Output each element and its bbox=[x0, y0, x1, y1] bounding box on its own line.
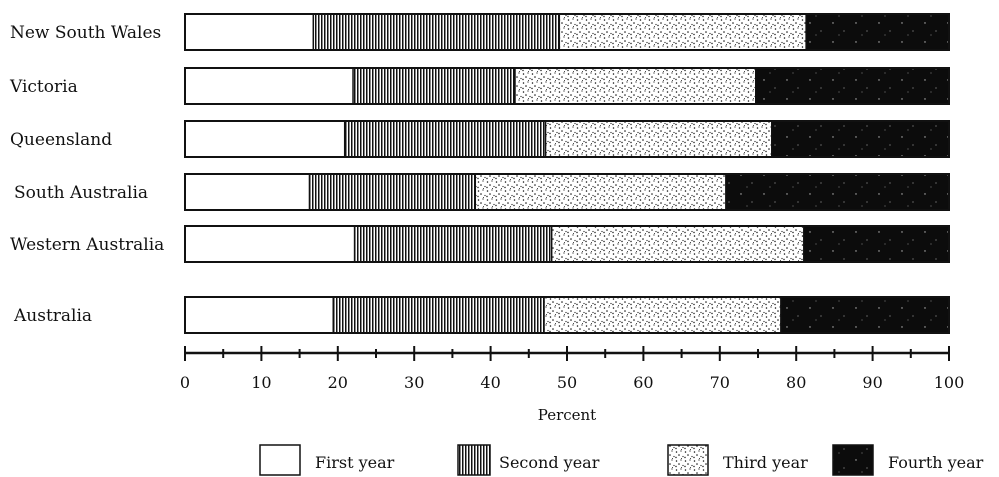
bar-segment-western-australia-first-year bbox=[184, 225, 356, 263]
category-label-australia: Australia bbox=[13, 306, 92, 326]
bar-segment-victoria-third-year bbox=[514, 67, 757, 105]
legend-label-third-year: Third year bbox=[723, 453, 808, 472]
legend-label-second-year: Second year bbox=[499, 453, 600, 472]
x-tick-label-90: 90 bbox=[862, 373, 882, 392]
category-label-new-south-wales: New South Wales bbox=[10, 23, 161, 43]
bar-segment-australia-first-year bbox=[184, 296, 334, 334]
x-tick-label-100: 100 bbox=[934, 373, 965, 392]
bar-segment-south-australia-second-year bbox=[308, 173, 477, 211]
x-axis: 0 10 20 30 40 50 60 70 80 90 100 Percent bbox=[180, 346, 964, 424]
bar-segment-victoria-fourth-year bbox=[755, 67, 950, 105]
legend: First year Second year Third year Fourth ye… bbox=[259, 444, 984, 476]
legend-swatch-third-year bbox=[667, 444, 709, 476]
bar-segment-new-south-wales-second-year bbox=[312, 13, 561, 51]
bar-outline-queensland bbox=[184, 120, 950, 158]
bar-outline-victoria bbox=[184, 67, 950, 105]
bar-segment-new-south-wales-fourth-year bbox=[805, 13, 950, 51]
bar-segment-victoria-first-year bbox=[184, 67, 354, 105]
bars-layer bbox=[184, 13, 950, 334]
x-tick-label-80: 80 bbox=[786, 373, 806, 392]
x-axis-title: Percent bbox=[538, 406, 596, 424]
category-label-western-australia: Western Australia bbox=[10, 235, 164, 255]
legend-label-fourth-year: Fourth year bbox=[888, 453, 984, 472]
bar-segment-south-australia-first-year bbox=[184, 173, 311, 211]
bar-segment-queensland-fourth-year bbox=[771, 120, 950, 158]
x-tick-label-50: 50 bbox=[557, 373, 577, 392]
legend-label-first-year: First year bbox=[315, 453, 395, 472]
x-tick-label-60: 60 bbox=[633, 373, 653, 392]
bar-outline-western-australia bbox=[184, 225, 950, 263]
x-tick-label-10: 10 bbox=[251, 373, 271, 392]
bar-segment-australia-second-year bbox=[332, 296, 545, 334]
bar-outline-new-south-wales bbox=[184, 13, 950, 51]
bar-segment-victoria-second-year bbox=[352, 67, 516, 105]
x-tick-label-0: 0 bbox=[180, 373, 190, 392]
bar-segment-south-australia-third-year bbox=[474, 173, 727, 211]
category-label-queensland: Queensland bbox=[10, 130, 112, 150]
bar-segment-western-australia-fourth-year bbox=[803, 225, 950, 263]
bar-segment-queensland-second-year bbox=[343, 120, 547, 158]
category-labels: New South Wales Victoria Queensland South A… bbox=[9, 23, 164, 326]
bar-segment-queensland-third-year bbox=[544, 120, 773, 158]
x-tick-label-20: 20 bbox=[328, 373, 348, 392]
legend-swatch-fourth-year bbox=[832, 444, 874, 476]
category-label-victoria: Victoria bbox=[9, 77, 78, 97]
bar-segment-south-australia-fourth-year bbox=[725, 173, 950, 211]
bar-segment-queensland-first-year bbox=[184, 120, 346, 158]
x-tick-label-30: 30 bbox=[404, 373, 424, 392]
category-label-south-australia: South Australia bbox=[14, 183, 148, 203]
bar-segment-new-south-wales-first-year bbox=[184, 13, 315, 51]
bar-segment-australia-third-year bbox=[543, 296, 782, 334]
legend-swatch-second-year bbox=[457, 444, 491, 476]
legend-swatch-first-year bbox=[259, 444, 301, 476]
bar-outline-australia bbox=[184, 296, 950, 334]
bar-segment-western-australia-third-year bbox=[551, 225, 805, 263]
bar-segment-western-australia-second-year bbox=[353, 225, 553, 263]
x-tick-label-40: 40 bbox=[480, 373, 500, 392]
bar-segment-australia-fourth-year bbox=[780, 296, 950, 334]
bar-outline-south-australia bbox=[184, 173, 950, 211]
x-tick-label-70: 70 bbox=[710, 373, 730, 392]
bar-segment-new-south-wales-third-year bbox=[558, 13, 807, 51]
